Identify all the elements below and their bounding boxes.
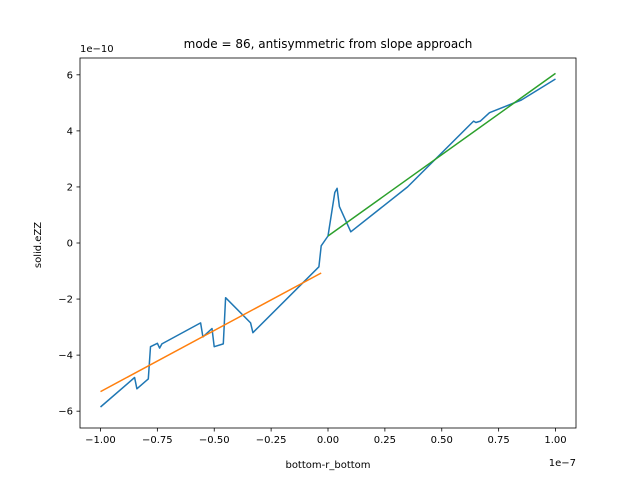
x-tick-label: 0.50 [431, 435, 453, 446]
x-tick-label: 0.25 [374, 435, 396, 446]
x-tick-label: −0.75 [142, 435, 173, 446]
y-tick-label: −6 [58, 407, 73, 418]
x-axis-label: bottom-r_bottom [285, 460, 370, 471]
x-tick-label: 0.00 [317, 435, 339, 446]
x-tick-label: −0.50 [199, 435, 230, 446]
axis-ticks: −1.00 −0.75 −0.50 −0.25 0.00 0.25 0.50 0.75 1.00… [58, 70, 566, 446]
y-tick-label: 4 [67, 126, 73, 137]
y-axis-offset-label: 1e−10 [80, 44, 114, 55]
x-tick-label: −1.00 [85, 435, 116, 446]
y-axis-label: solid.eZZ [33, 222, 44, 268]
y-tick-label: 6 [67, 70, 73, 81]
x-axis-offset-label: 1e−7 [549, 458, 576, 469]
series-line-3 [327, 72, 556, 237]
x-tick-label: 1.00 [544, 435, 566, 446]
x-tick-label: −0.25 [256, 435, 287, 446]
plot-frame [79, 57, 577, 429]
y-tick-label: 2 [67, 182, 73, 193]
x-tick-label: 0.75 [488, 435, 510, 446]
series-line-1 [100, 78, 556, 408]
plot-series [100, 72, 556, 408]
y-tick-label: 0 [67, 239, 73, 250]
chart-title: mode = 86, antisymmetric from slope appr… [184, 37, 473, 51]
y-tick-label: −2 [58, 295, 73, 306]
y-tick-label: −4 [58, 351, 73, 362]
series-line-2 [100, 272, 322, 393]
